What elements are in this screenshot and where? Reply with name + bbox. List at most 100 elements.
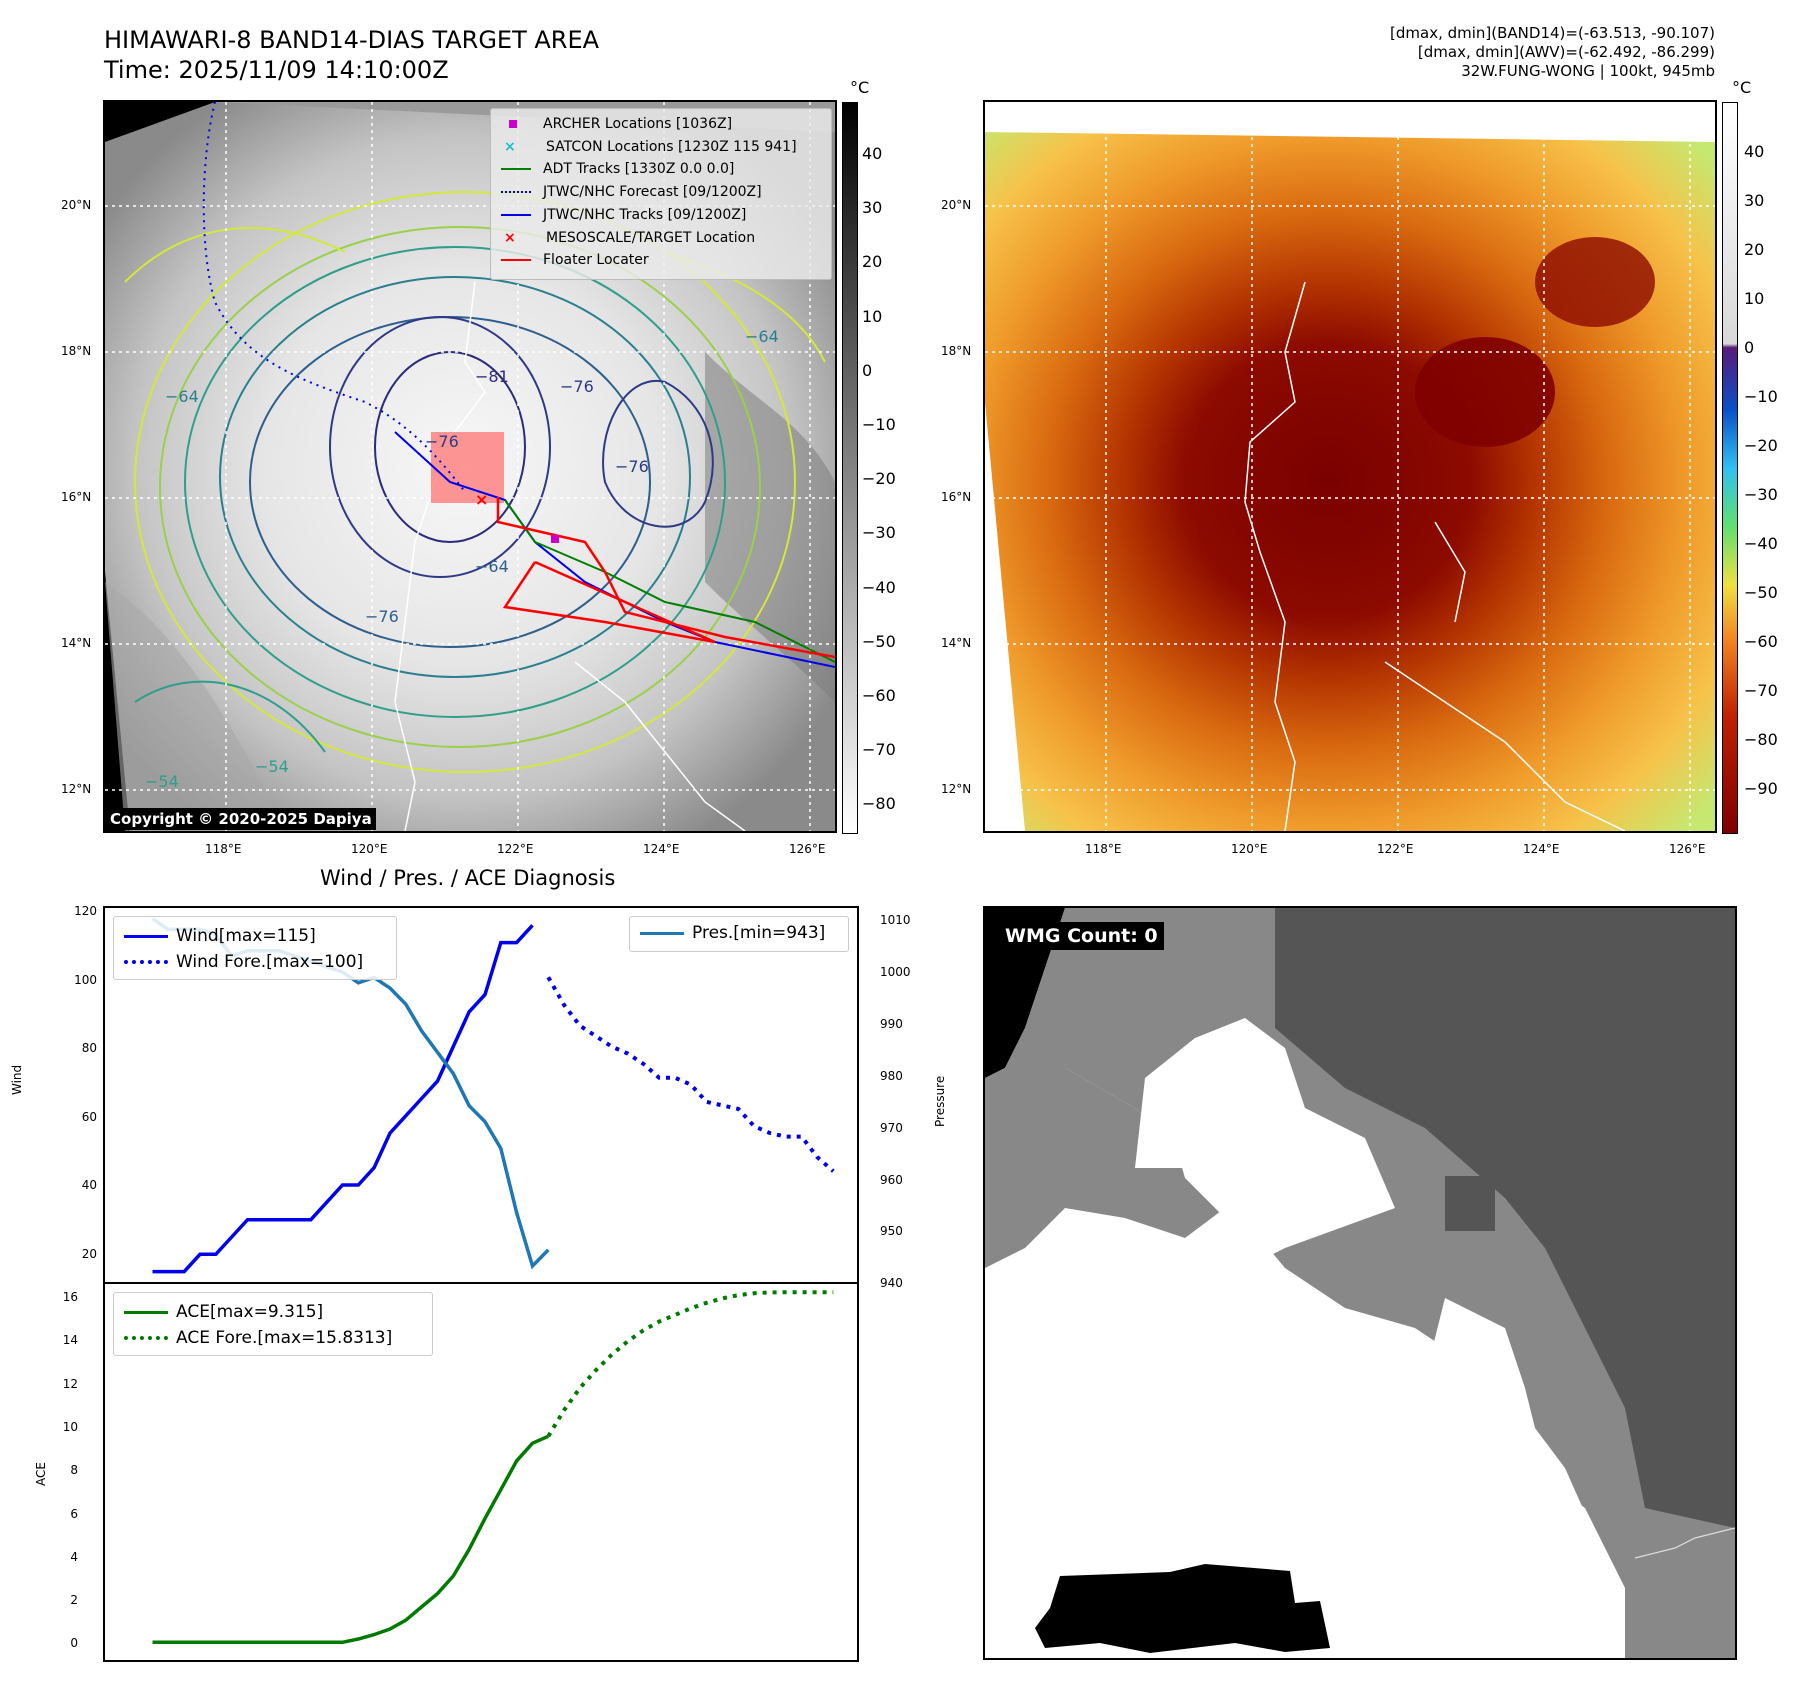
lat-label: 12°N <box>941 782 972 796</box>
colorbar2-tick: −60 <box>1744 632 1778 651</box>
series-line-1 <box>546 1290 834 1438</box>
legend-wind-fore: Wind Fore.[max=100] <box>176 952 364 972</box>
lon-label: 124°E <box>643 842 680 856</box>
legend-satcon: SATCON Locations [1230Z 115 941] <box>546 138 797 155</box>
colorbar2-tick: −10 <box>1744 387 1778 406</box>
colorbar1-tick: 40 <box>862 144 883 163</box>
colorbar2-tick: 0 <box>1744 338 1755 357</box>
colorbar1 <box>842 102 858 834</box>
colorbar2-tick: −90 <box>1744 779 1778 798</box>
colorbar1-tick: −40 <box>862 577 896 597</box>
wind-pressure-plot: Wind[max=115] Wind Fore.[max=100] Pres.[… <box>103 906 859 1284</box>
lat-label: 14°N <box>61 636 92 650</box>
colorbar2-tick: −50 <box>1744 583 1778 602</box>
pressure-tick: 1010 <box>880 913 911 927</box>
colorbar2-tick: −70 <box>1744 681 1778 700</box>
lon-label: 120°E <box>351 842 388 856</box>
ace-legend: ACE[max=9.315] ACE Fore.[max=15.8313] <box>113 1292 433 1356</box>
colorbar1-tick: 30 <box>862 198 883 218</box>
contour-label: −76 <box>560 377 594 396</box>
lat-label: 16°N <box>941 490 972 504</box>
forecast-line-icon <box>501 191 531 194</box>
colorbar1-tick: −20 <box>862 469 896 489</box>
ace-tick: 14 <box>62 1333 78 1348</box>
panel1-title-line2: Time: 2025/11/09 14:10:00Z <box>104 56 449 84</box>
tracks-line-icon <box>501 213 531 216</box>
pressure-legend: Pres.[min=943] <box>629 916 849 952</box>
contour-label: −76 <box>615 457 649 476</box>
ace-tick: 12 <box>62 1376 78 1391</box>
colorbar1-tick: 20 <box>862 252 883 272</box>
colorbar2-tick: 30 <box>1744 191 1765 210</box>
lat-label: 18°N <box>61 344 92 358</box>
wind-legend: Wind[max=115] Wind Fore.[max=100] <box>113 916 397 980</box>
info-line2: [dmax, dmin](AWV)=(-62.492, -86.299) <box>1417 43 1715 61</box>
colorbar2-unit: °C <box>1732 78 1752 97</box>
ace-ylabel: ACE <box>34 1462 48 1486</box>
colorbar1-tick: −10 <box>862 415 896 434</box>
lon-label: 124°E <box>1523 842 1560 856</box>
lon-label: 126°E <box>1669 842 1706 856</box>
ace-fore-line-icon <box>124 1336 168 1340</box>
colorbar2-tick: 20 <box>1744 240 1765 259</box>
pressure-tick: 970 <box>880 1120 903 1135</box>
wmg-count-label: WMG Count: 0 <box>999 922 1164 950</box>
wind-tick: 60 <box>81 1109 97 1124</box>
colorbar2-tick: −40 <box>1744 534 1778 553</box>
lat-label: 20°N <box>941 198 972 212</box>
contour-label: −64 <box>165 387 199 406</box>
ace-tick: 8 <box>70 1463 78 1478</box>
lat-label: 16°N <box>61 490 92 504</box>
colorbar2 <box>1722 102 1738 834</box>
lon-label: 118°E <box>1085 842 1122 856</box>
archer-marker-icon <box>509 120 517 128</box>
colorbar1-tick: −30 <box>862 523 896 543</box>
wind-tick: 20 <box>81 1247 97 1261</box>
ace-line-icon <box>124 1310 168 1314</box>
contour-label: −76 <box>365 607 399 626</box>
ace-tick: 0 <box>70 1636 78 1651</box>
colorbar2-tick: −80 <box>1744 730 1778 749</box>
panel3-title: Wind / Pres. / ACE Diagnosis <box>320 866 616 890</box>
colorbar2-tick: 10 <box>1744 289 1765 308</box>
pressure-tick: 940 <box>880 1276 903 1291</box>
lat-label: 18°N <box>941 344 972 358</box>
copyright-label: Copyright © 2020-2025 Dapiya <box>106 808 376 830</box>
legend-forecast: JTWC/NHC Forecast [09/1200Z] <box>543 184 762 201</box>
colorbar2-tick: −30 <box>1744 485 1778 504</box>
legend-floater: Floater Locater <box>543 252 649 269</box>
contour-label: −64 <box>745 327 779 346</box>
ace-tick: 2 <box>70 1593 78 1608</box>
lat-label: 14°N <box>941 636 972 650</box>
colorbar2-tick: −20 <box>1744 436 1778 455</box>
wmg-panel: WMG Count: 0 <box>983 906 1737 1660</box>
contour-label: −76 <box>425 432 459 451</box>
svg-text:×: × <box>475 490 488 509</box>
info-line1: [dmax, dmin](BAND14)=(-63.513, -90.107) <box>1390 24 1715 42</box>
lon-label: 118°E <box>205 842 242 856</box>
target-marker-icon: × <box>504 229 516 246</box>
pressure-tick: 950 <box>880 1224 903 1239</box>
ace-tick: 6 <box>70 1506 78 1521</box>
legend-tracks: JTWC/NHC Tracks [09/1200Z] <box>543 206 747 223</box>
colorbar2-tick: 40 <box>1744 142 1765 161</box>
colorbar1-unit: °C <box>850 78 870 97</box>
wind-tick: 80 <box>81 1041 97 1056</box>
wind-tick: 120 <box>74 904 97 918</box>
series-line-0 <box>152 1434 550 1645</box>
legend-ace: ACE[max=9.315] <box>176 1302 324 1322</box>
ace-tick: 4 <box>70 1549 78 1564</box>
wind-fore-line-icon <box>124 960 168 964</box>
wind-ylabel: Wind <box>10 1064 24 1095</box>
legend-ace-fore: ACE Fore.[max=15.8313] <box>176 1328 393 1348</box>
map-legend: ARCHER Locations [1036Z] × SATCON Locatio… <box>490 108 832 280</box>
ace-tick: 10 <box>62 1419 78 1434</box>
series-line-1 <box>546 976 835 1173</box>
colorbar1-tick: −60 <box>862 686 896 705</box>
wind-line-icon <box>124 934 168 938</box>
colorbar1-tick: 10 <box>862 306 883 326</box>
pressure-tick: 960 <box>880 1172 903 1187</box>
colorbar1-tick: −80 <box>862 794 896 814</box>
legend-wind: Wind[max=115] <box>176 926 316 946</box>
colorbar1-tick: −50 <box>862 631 896 651</box>
